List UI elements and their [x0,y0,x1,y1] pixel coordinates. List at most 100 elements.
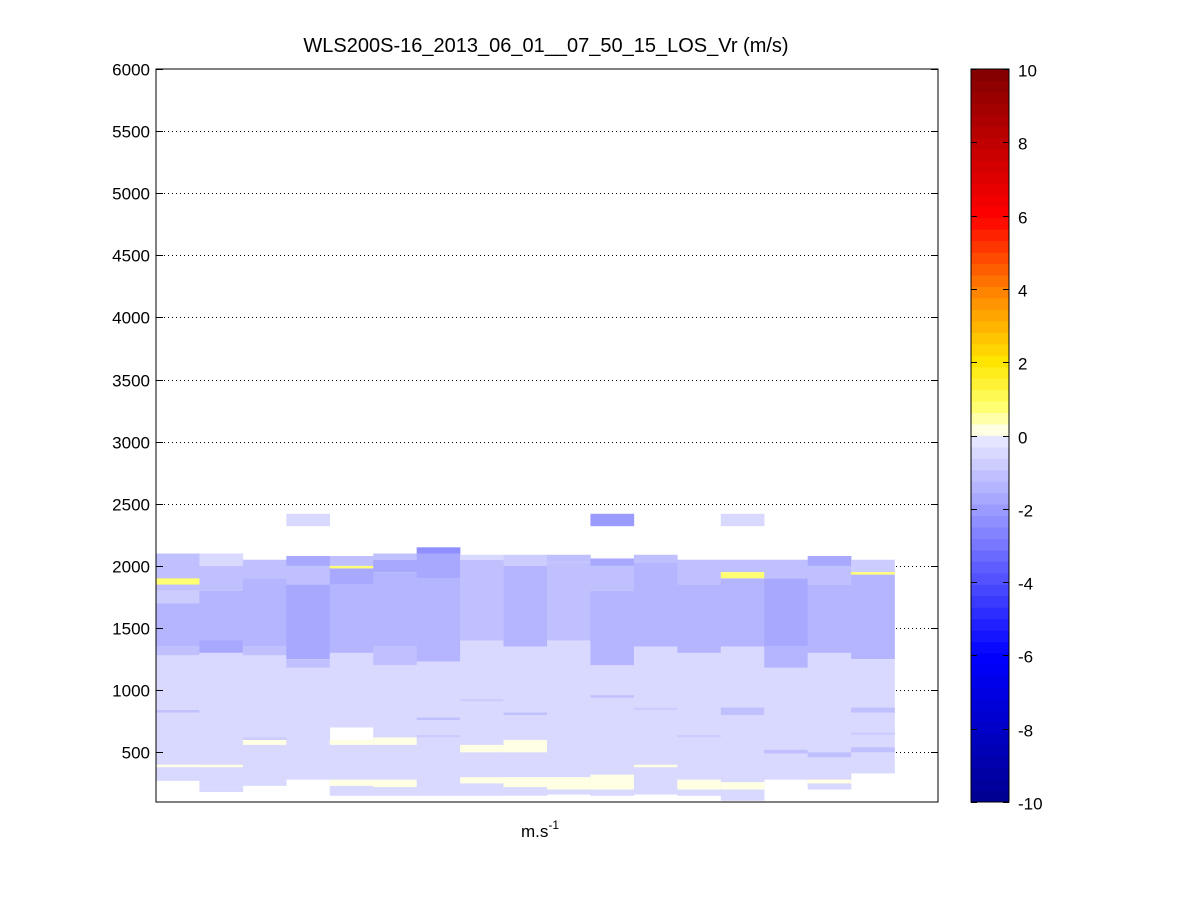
colorbar-segment [971,298,1009,310]
colorbar-frame [970,68,1010,803]
colorbar-segment [971,538,1009,551]
heatmap-cell [503,712,548,716]
heatmap-cell [242,578,287,647]
heatmap-cell [242,655,287,786]
heatmap-cell [242,737,287,740]
colorbar-segment [971,733,1009,746]
heatmap-cell [677,779,722,790]
colorbar-segment [971,401,1009,413]
colorbar-segment [971,676,1009,688]
heatmap-cell [720,707,765,716]
heatmap-cell [329,584,374,653]
heatmap-cell [503,777,548,788]
heatmap-cell [590,695,635,698]
y-axis: 500 1000 1500 2000 2500 3000 3500 4000 4500 5000 5… [112,61,938,763]
heatmap-cell [807,652,852,790]
heatmap-cell [416,578,461,662]
colorbar-segment [971,721,1009,734]
heatmap-cell [590,513,635,527]
colorbar-tick-label: -2 [1018,502,1033,521]
heatmap-cell [286,565,331,585]
heatmap-cell [199,640,244,653]
heatmap-cell [720,572,765,579]
heatmap-cell [416,734,461,738]
heatmap-cell [286,556,331,566]
colorbar-segment [971,435,1009,448]
heatmap-cell [807,584,852,653]
colorbar-segment [971,687,1009,700]
colorbar-segment [971,664,1009,677]
colorbar-tick-label: -4 [1018,575,1033,594]
heatmap-cell [720,513,765,527]
colorbar-segment [971,710,1009,723]
colorbar-segment [971,515,1009,528]
y-tick-label: 4000 [112,309,150,328]
heatmap-cell [199,764,244,768]
heatmap-cell [373,646,417,666]
heatmap-cell [373,737,417,745]
heatmap-cell [590,665,635,796]
heatmap-cell [373,665,417,796]
colorbar-tick-label: 2 [1018,355,1027,374]
heatmap-cell [156,553,200,591]
colorbar-segment [971,206,1009,219]
y-tick-label: 5500 [112,123,150,142]
colorbar-segment [971,504,1009,517]
heatmap-cell [416,553,461,579]
heatmap-cell [807,752,852,758]
colorbar-segment [971,492,1009,505]
colorbar-segment [971,756,1009,769]
heatmap-cell [156,578,200,585]
colorbar-segment [971,332,1009,345]
heatmap-cell [199,565,244,591]
heatmap-cell [329,739,374,745]
colorbar-segment [971,630,1009,643]
colorbar-segment [971,424,1009,436]
heatmap-cell [416,717,461,720]
heatmap-cell [851,659,895,774]
colorbar-segment [971,275,1009,288]
heatmap-cell [286,667,331,780]
heatmap-cell [764,749,808,754]
y-tick-label: 3500 [112,372,150,391]
colorbar-segment [971,618,1009,631]
colorbar-segment [971,469,1009,482]
heatmap-cell [633,646,678,795]
heatmap-cell [460,554,504,560]
colorbar-segment [971,172,1009,184]
colorbar-segment [971,767,1009,780]
heatmap-cell [460,777,504,784]
heatmap-cell [373,779,417,788]
heatmap-cell [156,764,200,768]
colorbar-segment [971,378,1009,391]
heatmap-cell [807,556,852,566]
x-axis-label-exponent: -1 [548,818,559,832]
heatmap-cell [460,698,504,702]
heatmap-cell [677,559,722,585]
y-tick-label: 1500 [112,620,150,639]
y-tick-label: 2500 [112,496,150,515]
heatmap-cell [764,559,808,579]
colorbar-segment [971,790,1009,803]
heatmap-cell [633,554,678,563]
colorbar-segment [971,309,1009,322]
heatmap-cell [633,764,678,768]
colorbar-segment [971,80,1009,93]
colorbar-segment [971,584,1009,597]
heatmap-cell [286,584,331,660]
heatmap-cell [156,710,200,713]
heatmap-cell [764,646,808,668]
x-axis-label-base: m.s [521,822,548,841]
colorbar-segment [971,366,1009,379]
colorbar-segment [971,286,1009,299]
colorbar-segment [971,160,1009,173]
heatmap-cell [503,554,548,566]
colorbar: 10 8 6 4 2 0 -2 -4 -6 -8 -10 [970,62,1043,814]
heatmap-cell [329,779,374,786]
colorbar-segment [971,698,1009,711]
colorbar-tick-label: -6 [1018,648,1033,667]
heatmap-cell [156,767,200,781]
heatmap-cell [373,559,417,573]
plot-frame [155,68,939,803]
